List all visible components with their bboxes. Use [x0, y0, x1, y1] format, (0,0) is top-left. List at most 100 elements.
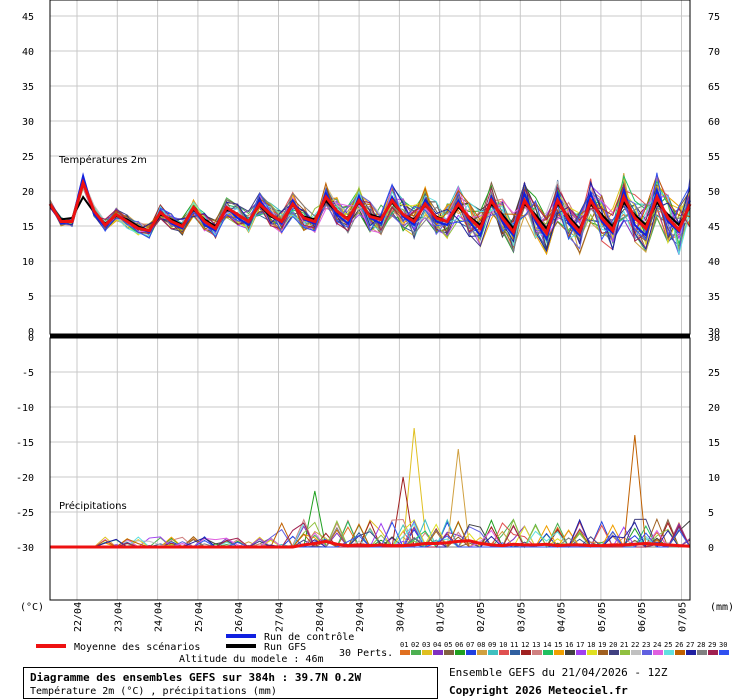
date-label: 22/04 — [73, 602, 84, 632]
pert-color-swatch — [609, 650, 619, 655]
diagram-subtitle: Température 2m (°C) , précipitations (mm… — [30, 686, 277, 697]
pert-precip-line — [50, 518, 691, 548]
date-label: 03/05 — [516, 602, 527, 632]
pert-number: 06 — [455, 641, 463, 649]
pert-color-swatch — [433, 650, 443, 655]
date-label: 23/04 — [113, 602, 124, 632]
precip-right-tick: 5 — [708, 508, 714, 519]
altitude-label: Altitude du modele : 46m — [179, 654, 324, 665]
pert-number: 09 — [488, 641, 496, 649]
mean-temp-line — [48, 178, 692, 237]
pert-color-swatch — [598, 650, 608, 655]
temp-right-tick: 50 — [708, 187, 720, 198]
pert-color-swatch — [510, 650, 520, 655]
precip-right-tick: 15 — [708, 438, 720, 449]
grid — [50, 0, 690, 600]
pert-number: 19 — [598, 641, 606, 649]
pert-number: 13 — [532, 641, 540, 649]
pert-color-swatch — [664, 650, 674, 655]
pert-number: 05 — [444, 641, 452, 649]
pert-precip-line — [50, 518, 691, 549]
mean-legend-label: Moyenne des scénarios — [74, 641, 200, 653]
pert-number: 26 — [675, 641, 683, 649]
control-legend-label: Run de contrôle — [264, 631, 354, 643]
temp-right-tick: 65 — [708, 82, 720, 93]
pert-color-swatch — [631, 650, 641, 655]
pert-precip-line — [50, 434, 690, 549]
temperature-panel-frame — [49, 0, 691, 335]
date-label: 29/04 — [355, 602, 366, 632]
mean-precip-line — [50, 539, 691, 549]
left-unit: (°C) — [20, 602, 44, 613]
temp-left-tick: 25 — [22, 152, 34, 163]
pert-number: 14 — [543, 641, 551, 649]
precip-left-tick: -5 — [22, 368, 34, 379]
temp-left-tick: 15 — [22, 222, 34, 233]
perts-legend-label: 30 Perts. — [339, 648, 393, 659]
pert-color-swatch — [488, 650, 498, 655]
diagram-title: Diagramme des ensembles GEFS sur 384h : … — [30, 671, 362, 684]
temp-left-tick: 30 — [22, 117, 34, 128]
pert-number: 03 — [422, 641, 430, 649]
pert-number: 30 — [719, 641, 727, 649]
temperature-panel-title: Températures 2m — [58, 154, 147, 166]
pert-color-swatch — [521, 650, 531, 655]
pert-color-swatch — [576, 650, 586, 655]
pert-number: 27 — [686, 641, 694, 649]
pert-color-swatch — [620, 650, 630, 655]
pert-number: 23 — [642, 641, 650, 649]
copyright: Copyright 2026 Meteociel.fr — [449, 684, 628, 697]
precip-right-tick: 25 — [708, 368, 720, 379]
pert-color-swatch — [686, 650, 696, 655]
pert-color-swatch — [499, 650, 509, 655]
pert-color-swatch — [477, 650, 487, 655]
pert-precip-line — [50, 517, 690, 548]
pert-color-swatch — [642, 650, 652, 655]
precip-right-tick: 10 — [708, 473, 720, 484]
pert-number: 04 — [433, 641, 441, 649]
temp-right-tick: 70 — [708, 47, 720, 58]
info-box: Diagramme des ensembles GEFS sur 384h : … — [23, 667, 438, 699]
main-series — [48, 172, 692, 549]
pert-number: 11 — [510, 641, 518, 649]
right-unit: (mm) — [710, 602, 734, 613]
pert-color-swatch — [554, 650, 564, 655]
pert-color-swatch — [400, 650, 410, 655]
pert-number: 17 — [576, 641, 584, 649]
legend: Moyenne des scénarios Run de contrôleRun … — [36, 631, 729, 659]
temp-right-tick: 75 — [708, 12, 720, 23]
pert-number: 25 — [664, 641, 672, 649]
temp-left-tick: 40 — [22, 47, 34, 58]
pert-number: 15 — [554, 641, 562, 649]
pert-color-swatch — [565, 650, 575, 655]
temp-left-tick: 20 — [22, 187, 34, 198]
precipitation-panel-frame — [49, 337, 691, 601]
pert-number: 10 — [499, 641, 507, 649]
pert-color-swatch — [719, 650, 729, 655]
pert-number: 28 — [697, 641, 705, 649]
pert-number: 08 — [477, 641, 485, 649]
pert-precip-line — [50, 518, 691, 548]
temp-left-tick: 10 — [22, 257, 34, 268]
pert-color-swatch — [455, 650, 465, 655]
pert-precip-line — [50, 518, 691, 548]
temp-right-tick: 35 — [708, 292, 720, 303]
pert-number: 18 — [587, 641, 595, 649]
date-label: 27/04 — [275, 602, 286, 632]
pert-color-swatch — [444, 650, 454, 655]
precip-left-tick: -20 — [16, 473, 34, 484]
pert-color-swatch — [466, 650, 476, 655]
pert-number: 16 — [565, 641, 573, 649]
precipitation-panel-title: Précipitations — [59, 500, 127, 512]
date-label: 05/05 — [597, 602, 608, 632]
date-label: 24/04 — [154, 602, 165, 632]
pert-number: 02 — [411, 641, 419, 649]
precip-right-tick: 0 — [708, 543, 714, 554]
precip-left-tick: -15 — [16, 438, 34, 449]
gfs-legend-label: Run GFS — [264, 642, 306, 653]
precip-left-tick: -25 — [16, 508, 34, 519]
pert-temp-line — [49, 179, 691, 242]
temp-right-tick: 55 — [708, 152, 720, 163]
date-label: 02/05 — [476, 602, 487, 632]
